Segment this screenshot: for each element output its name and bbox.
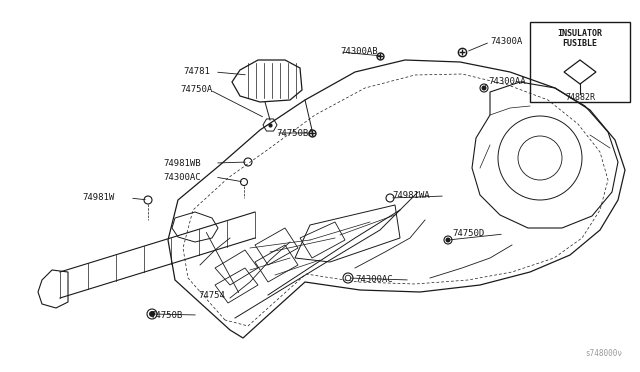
Text: 74750B: 74750B [150, 311, 182, 320]
Text: 74300A: 74300A [490, 38, 522, 46]
Text: FUSIBLE: FUSIBLE [563, 39, 598, 48]
Text: INSULATOR: INSULATOR [557, 29, 602, 38]
Circle shape [482, 86, 486, 90]
Text: 74300AA: 74300AA [488, 77, 525, 87]
Text: 74300AC: 74300AC [355, 276, 392, 285]
Text: 74781: 74781 [183, 67, 210, 77]
Text: 74981WA: 74981WA [392, 192, 429, 201]
Text: 74981W: 74981W [82, 193, 115, 202]
Bar [530, 22, 630, 102]
Circle shape [446, 238, 450, 242]
Text: 74882R: 74882R [565, 93, 595, 102]
Text: 74300AB: 74300AB [340, 48, 378, 57]
Text: 74750D: 74750D [452, 230, 484, 238]
Text: 74300AC: 74300AC [163, 173, 200, 182]
Text: 74754: 74754 [198, 291, 225, 299]
Text: 74750BA: 74750BA [276, 128, 314, 138]
Circle shape [150, 312, 154, 316]
Text: 74750A: 74750A [180, 86, 212, 94]
Text: s748000ν: s748000ν [585, 349, 622, 358]
Text: 74981WB: 74981WB [163, 158, 200, 167]
